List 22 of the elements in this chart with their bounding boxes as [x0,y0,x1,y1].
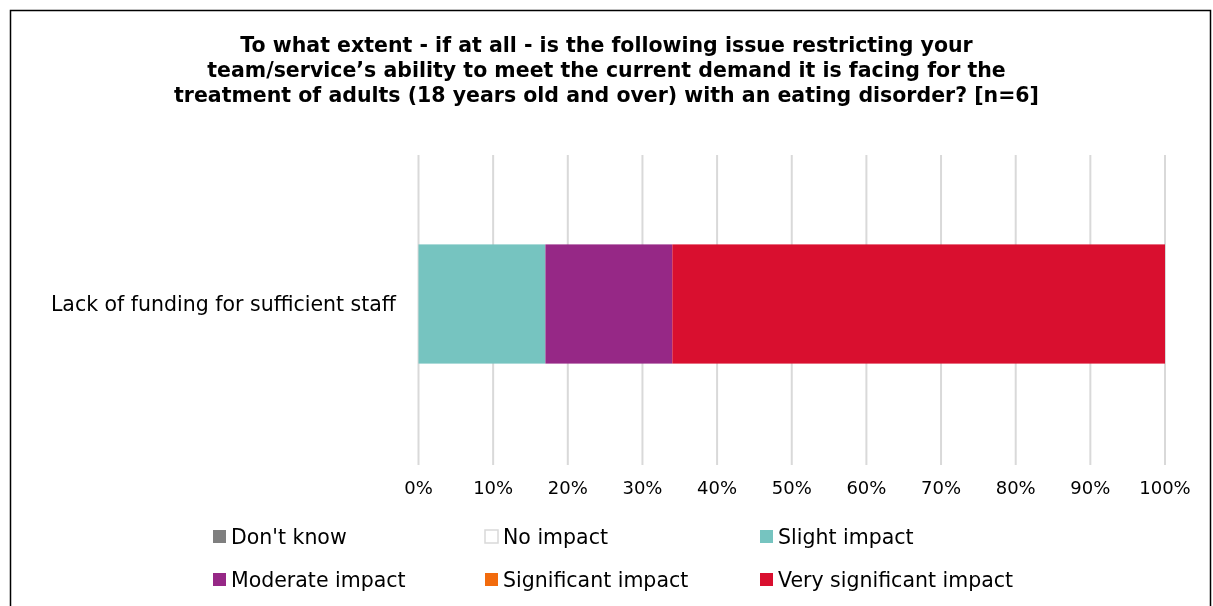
x-tick-label: 40% [697,477,738,498]
y-tick-label: Lack of funding for sufficient staff [50,292,397,316]
legend-label: Significant impact [503,568,689,592]
legend-label: Moderate impact [231,568,406,592]
legend-label: Very significant impact [778,568,1014,592]
x-tick-label: 70% [921,477,962,498]
x-tick-label: 100% [1139,477,1191,498]
x-tick-label: 20% [547,477,588,498]
chart-title: To what extent - if at all - is the following issue restricting your team/service’s ability to meet the current demand it is facing for the treatment of adults (18 years old and over) with an eating disorder? [n=6] [174,33,1039,107]
x-tick-label: 30% [622,477,663,498]
legend-label: No impact [503,525,608,549]
bar [418,244,546,364]
bar [545,244,673,364]
bar [672,244,1165,364]
x-tick-label: 90% [1070,477,1111,498]
x-tick-label: 10% [473,477,514,498]
x-tick-label: 50% [771,477,812,498]
x-tick-label: 60% [846,477,887,498]
x-tick-label: 0% [404,477,433,498]
legend-label: Don't know [231,525,347,549]
x-tick-label: 80% [995,477,1036,498]
legend-label: Slight impact [778,525,914,549]
